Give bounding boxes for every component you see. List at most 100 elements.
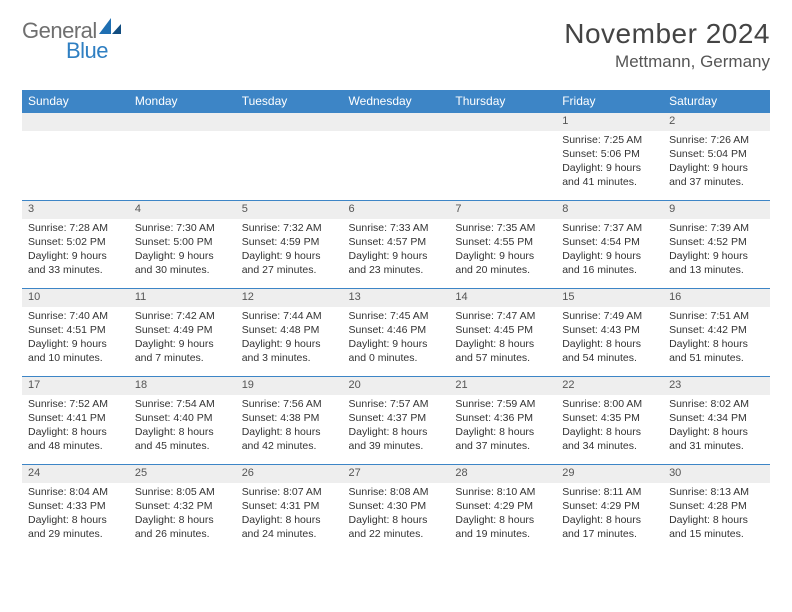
day-header: Monday [129, 90, 236, 113]
daylight-line: Daylight: 9 hours and 23 minutes. [349, 249, 444, 277]
day-info-cell: Sunrise: 7:49 AMSunset: 4:43 PMDaylight:… [556, 307, 663, 377]
sunset-line: Sunset: 4:30 PM [349, 499, 444, 513]
header: General Blue November 2024 Mettmann, Ger… [22, 18, 770, 72]
daylight-line: Daylight: 8 hours and 26 minutes. [135, 513, 230, 541]
daylight-line: Daylight: 8 hours and 48 minutes. [28, 425, 123, 453]
day-info-cell: Sunrise: 7:39 AMSunset: 4:52 PMDaylight:… [663, 219, 770, 289]
day-info-cell: Sunrise: 7:47 AMSunset: 4:45 PMDaylight:… [449, 307, 556, 377]
day-info-cell: Sunrise: 8:13 AMSunset: 4:28 PMDaylight:… [663, 483, 770, 553]
sunset-line: Sunset: 4:49 PM [135, 323, 230, 337]
sunrise-line: Sunrise: 8:05 AM [135, 485, 230, 499]
sunrise-line: Sunrise: 7:57 AM [349, 397, 444, 411]
day-number-cell: 21 [449, 377, 556, 395]
day-info-cell: Sunrise: 7:33 AMSunset: 4:57 PMDaylight:… [343, 219, 450, 289]
sunrise-line: Sunrise: 7:59 AM [455, 397, 550, 411]
day-header: Wednesday [343, 90, 450, 113]
daylight-line: Daylight: 9 hours and 33 minutes. [28, 249, 123, 277]
day-info-cell: Sunrise: 7:44 AMSunset: 4:48 PMDaylight:… [236, 307, 343, 377]
daylight-line: Daylight: 9 hours and 13 minutes. [669, 249, 764, 277]
day-info-cell [449, 131, 556, 201]
sunset-line: Sunset: 4:51 PM [28, 323, 123, 337]
day-info-cell: Sunrise: 7:26 AMSunset: 5:04 PMDaylight:… [663, 131, 770, 201]
daylight-line: Daylight: 8 hours and 39 minutes. [349, 425, 444, 453]
sunrise-line: Sunrise: 7:51 AM [669, 309, 764, 323]
sunrise-line: Sunrise: 7:33 AM [349, 221, 444, 235]
sunrise-line: Sunrise: 7:45 AM [349, 309, 444, 323]
day-info-cell: Sunrise: 8:07 AMSunset: 4:31 PMDaylight:… [236, 483, 343, 553]
sunrise-line: Sunrise: 7:30 AM [135, 221, 230, 235]
sunset-line: Sunset: 5:00 PM [135, 235, 230, 249]
day-info-cell: Sunrise: 8:00 AMSunset: 4:35 PMDaylight:… [556, 395, 663, 465]
day-info-cell: Sunrise: 7:30 AMSunset: 5:00 PMDaylight:… [129, 219, 236, 289]
sunset-line: Sunset: 4:29 PM [562, 499, 657, 513]
day-header: Sunday [22, 90, 129, 113]
day-number-cell: 19 [236, 377, 343, 395]
daylight-line: Daylight: 8 hours and 31 minutes. [669, 425, 764, 453]
daylight-line: Daylight: 9 hours and 41 minutes. [562, 161, 657, 189]
daylight-line: Daylight: 8 hours and 54 minutes. [562, 337, 657, 365]
sunset-line: Sunset: 4:48 PM [242, 323, 337, 337]
day-number-cell: 13 [343, 289, 450, 307]
sunset-line: Sunset: 4:59 PM [242, 235, 337, 249]
day-info-cell: Sunrise: 7:56 AMSunset: 4:38 PMDaylight:… [236, 395, 343, 465]
sunrise-line: Sunrise: 8:13 AM [669, 485, 764, 499]
day-info-cell: Sunrise: 7:28 AMSunset: 5:02 PMDaylight:… [22, 219, 129, 289]
sunset-line: Sunset: 4:31 PM [242, 499, 337, 513]
day-info-cell: Sunrise: 8:05 AMSunset: 4:32 PMDaylight:… [129, 483, 236, 553]
daylight-line: Daylight: 9 hours and 16 minutes. [562, 249, 657, 277]
sunset-line: Sunset: 4:29 PM [455, 499, 550, 513]
sunrise-line: Sunrise: 7:52 AM [28, 397, 123, 411]
day-number-cell: 1 [556, 113, 663, 131]
daylight-line: Daylight: 9 hours and 3 minutes. [242, 337, 337, 365]
calendar-head: SundayMondayTuesdayWednesdayThursdayFrid… [22, 90, 770, 113]
day-info-cell: Sunrise: 7:32 AMSunset: 4:59 PMDaylight:… [236, 219, 343, 289]
day-number-cell: 28 [449, 465, 556, 483]
sunrise-line: Sunrise: 7:54 AM [135, 397, 230, 411]
day-number-cell [236, 113, 343, 131]
day-number-cell: 10 [22, 289, 129, 307]
sunset-line: Sunset: 4:54 PM [562, 235, 657, 249]
day-header: Thursday [449, 90, 556, 113]
day-number-cell: 17 [22, 377, 129, 395]
daylight-line: Daylight: 9 hours and 10 minutes. [28, 337, 123, 365]
day-number-cell [449, 113, 556, 131]
day-number-cell: 4 [129, 201, 236, 219]
daylight-line: Daylight: 9 hours and 0 minutes. [349, 337, 444, 365]
sunset-line: Sunset: 4:43 PM [562, 323, 657, 337]
sunset-line: Sunset: 4:42 PM [669, 323, 764, 337]
daylight-line: Daylight: 8 hours and 34 minutes. [562, 425, 657, 453]
day-number-cell: 27 [343, 465, 450, 483]
sunrise-line: Sunrise: 8:04 AM [28, 485, 123, 499]
day-info-cell: Sunrise: 8:11 AMSunset: 4:29 PMDaylight:… [556, 483, 663, 553]
daylight-line: Daylight: 8 hours and 29 minutes. [28, 513, 123, 541]
sunrise-line: Sunrise: 8:11 AM [562, 485, 657, 499]
day-number-cell: 6 [343, 201, 450, 219]
day-number-cell: 22 [556, 377, 663, 395]
sunset-line: Sunset: 4:28 PM [669, 499, 764, 513]
sunrise-line: Sunrise: 7:42 AM [135, 309, 230, 323]
sunset-line: Sunset: 4:40 PM [135, 411, 230, 425]
sunrise-line: Sunrise: 7:28 AM [28, 221, 123, 235]
month-title: November 2024 [564, 18, 770, 50]
day-info-cell: Sunrise: 8:04 AMSunset: 4:33 PMDaylight:… [22, 483, 129, 553]
daylight-line: Daylight: 8 hours and 17 minutes. [562, 513, 657, 541]
day-number-cell [22, 113, 129, 131]
day-number-cell: 25 [129, 465, 236, 483]
sunrise-line: Sunrise: 7:56 AM [242, 397, 337, 411]
day-info-cell: Sunrise: 8:10 AMSunset: 4:29 PMDaylight:… [449, 483, 556, 553]
day-number-cell: 14 [449, 289, 556, 307]
day-info-cell [22, 131, 129, 201]
logo-sail-icon [99, 18, 121, 39]
day-number-cell: 24 [22, 465, 129, 483]
day-info-cell: Sunrise: 7:54 AMSunset: 4:40 PMDaylight:… [129, 395, 236, 465]
sunset-line: Sunset: 4:36 PM [455, 411, 550, 425]
daylight-line: Daylight: 8 hours and 42 minutes. [242, 425, 337, 453]
day-info-cell: Sunrise: 7:59 AMSunset: 4:36 PMDaylight:… [449, 395, 556, 465]
day-info-cell: Sunrise: 7:42 AMSunset: 4:49 PMDaylight:… [129, 307, 236, 377]
daylight-line: Daylight: 8 hours and 22 minutes. [349, 513, 444, 541]
sunrise-line: Sunrise: 8:02 AM [669, 397, 764, 411]
day-info-cell: Sunrise: 8:08 AMSunset: 4:30 PMDaylight:… [343, 483, 450, 553]
sunrise-line: Sunrise: 7:39 AM [669, 221, 764, 235]
day-number-cell: 3 [22, 201, 129, 219]
day-number-cell: 20 [343, 377, 450, 395]
